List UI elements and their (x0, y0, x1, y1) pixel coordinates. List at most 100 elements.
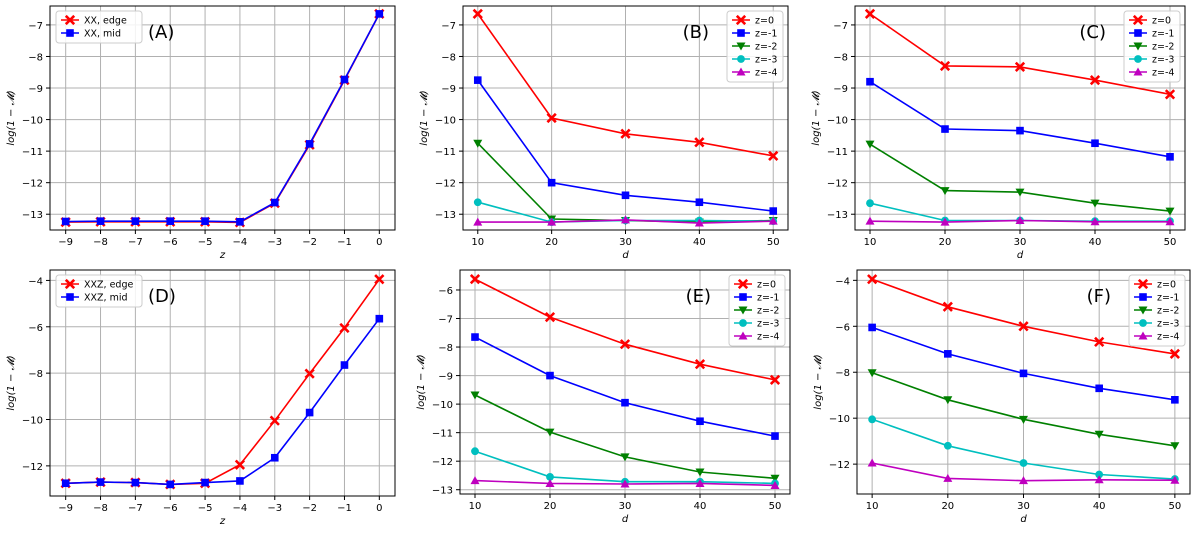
legend-entry: z=-2 (1157, 306, 1179, 317)
data-point (620, 453, 630, 462)
legend-marker (735, 14, 747, 26)
data-point (621, 215, 630, 224)
legend-entry: z=-3 (1157, 319, 1179, 330)
data-point (1018, 321, 1029, 332)
chart-c: 10 20 30 40 50 −13 −12 −11 −10 −9 −8 −7 d log(1 − 𝓜) z… (811, 5, 1186, 261)
panel-label: (D) (148, 286, 176, 307)
data-point (864, 8, 876, 20)
panel-label: (C) (1079, 22, 1106, 43)
data-point (694, 359, 706, 370)
data-point (1170, 475, 1180, 484)
data-point (545, 478, 555, 487)
data-point (236, 217, 244, 226)
data-point (939, 60, 951, 72)
data-point (769, 207, 778, 215)
y-tick-label: −6 (835, 322, 850, 333)
x-tick-label: 10 (469, 501, 482, 512)
y-tick-label: −10 (432, 400, 453, 411)
data-point (546, 112, 557, 124)
data-point (620, 479, 630, 488)
x-axis-label: d (1020, 514, 1027, 525)
legend-marker (738, 306, 748, 315)
x-tick-label: 40 (1093, 501, 1106, 512)
y-tick-label: −10 (22, 116, 43, 127)
data-point (771, 432, 779, 440)
x-tick-label: −4 (233, 237, 248, 248)
x-tick-label: 20 (941, 501, 954, 512)
data-point (1094, 430, 1104, 439)
legend-entry: XX, mid (84, 29, 121, 40)
legend-entry: z=-2 (755, 42, 777, 53)
legend-marker (737, 55, 745, 63)
data-point (1164, 89, 1176, 100)
legend-entry: z=0 (1152, 16, 1171, 27)
x-tick-label: 50 (769, 501, 782, 512)
legend-entry: z=-3 (755, 55, 777, 66)
y-tick-label: −13 (432, 486, 453, 497)
data-point (470, 476, 480, 485)
x-tick-label: 20 (545, 237, 558, 248)
y-tick-label: −6 (28, 323, 43, 334)
data-point (305, 140, 314, 148)
data-point (1016, 126, 1024, 135)
legend-entry: z=0 (757, 280, 776, 291)
y-axis-label: log(1 − 𝓜) (6, 90, 17, 145)
legend-marker (736, 67, 746, 76)
legend: XX, edge XX, mid (55, 10, 143, 44)
legend: z=0 z=-1 z=-2 z=-3 z=-4 (1128, 274, 1186, 347)
data-point (1090, 217, 1100, 226)
data-point (473, 139, 483, 148)
x-tick-label: −3 (267, 503, 282, 514)
data-point (96, 478, 105, 486)
data-point (770, 480, 780, 489)
legend-entry: z=-1 (755, 29, 777, 40)
data-point (340, 361, 349, 369)
legend-entry: XXZ, mid (84, 293, 128, 304)
legend-box (726, 10, 784, 83)
data-point (695, 198, 704, 207)
data-point (304, 368, 315, 379)
y-tick-label: −9 (28, 84, 43, 95)
y-tick-label: −12 (22, 462, 43, 473)
y-axis-label: log(1 − 𝓜) (419, 90, 430, 145)
legend-entry: z=0 (1157, 280, 1176, 291)
x-axis-label: d (1017, 250, 1024, 261)
data-point (866, 77, 874, 86)
y-axis-label: log(1 − 𝓜) (813, 354, 824, 409)
legend-marker (66, 293, 74, 301)
x-tick-label: −2 (302, 237, 317, 248)
data-point (768, 216, 778, 225)
x-tick-label: −5 (198, 237, 213, 248)
x-axis-label: z (219, 250, 226, 261)
legend-entry: z=-2 (757, 306, 779, 317)
x-tick-label: 20 (939, 237, 952, 248)
data-point (943, 396, 953, 405)
legend-entry: z=-4 (755, 68, 777, 79)
legend-entry: z=-1 (1157, 293, 1179, 304)
data-point (621, 191, 630, 200)
data-point (943, 441, 952, 450)
legend-entry: z=-4 (1157, 332, 1179, 343)
chart-e: 10 20 30 40 50 −13 −12 −11 −10 −9 −8 −7 −6 d log(1 − 𝓜… (416, 269, 791, 525)
x-tick-label: −2 (302, 503, 317, 514)
data-point (547, 178, 556, 187)
legend-marker (66, 29, 74, 37)
y-tick-label: −12 (827, 179, 848, 190)
chart-a: −9 −8 −7 −6 −5 −4 −3 −2 −1 0−13−12−11−10−9−8−7zlo… (6, 5, 396, 261)
legend-marker (739, 293, 747, 301)
legend-box (728, 274, 786, 347)
plot-frame (49, 269, 396, 497)
legend-entry: XXZ, edge (84, 280, 133, 291)
data-point (694, 218, 704, 227)
y-tick-label: −11 (22, 147, 43, 158)
x-tick-label: −3 (267, 237, 282, 248)
data-point (473, 198, 482, 207)
x-axis-label: d (622, 514, 629, 525)
x-tick-label: 20 (544, 501, 557, 512)
data-point (166, 217, 175, 225)
y-tick-label: −7 (28, 21, 43, 32)
legend-entry: z=-4 (757, 332, 779, 343)
data-point (867, 458, 877, 467)
data-point (544, 311, 556, 323)
